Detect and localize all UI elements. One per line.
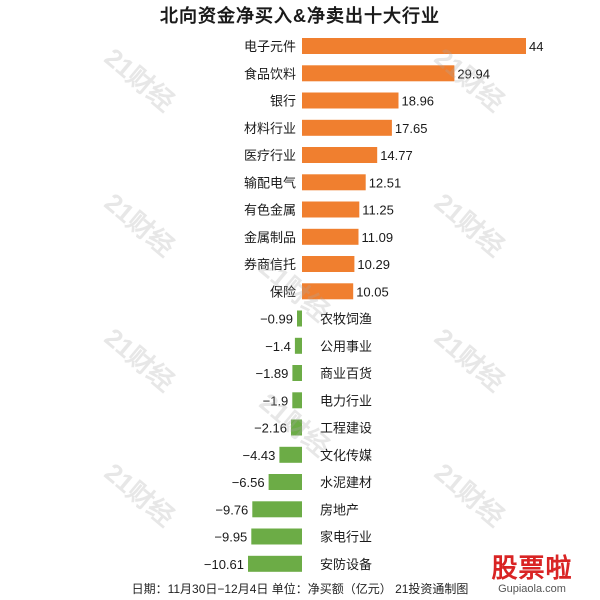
value-label-农牧饲渔: −0.99 [260, 312, 293, 327]
bar-农牧饲渔 [297, 310, 302, 327]
site-logo: 股票啦 Gupiaola.com [472, 548, 592, 595]
value-label-食品饮料: 29.94 [457, 66, 490, 81]
bar-银行 [302, 92, 399, 109]
bar-商业百货 [292, 365, 302, 381]
category-label-材料行业: 材料行业 [244, 122, 296, 137]
value-label-输配电气: 12.51 [369, 175, 402, 190]
logo-site: Gupiaola.com [498, 583, 566, 595]
bar-家电行业 [251, 528, 302, 545]
value-label-有色金属: 11.25 [362, 203, 394, 218]
bar-金属制品 [302, 228, 359, 245]
category-label-工程建设: 工程建设 [320, 422, 372, 437]
category-label-家电行业: 家电行业 [320, 530, 372, 546]
bar-电力行业 [292, 392, 302, 409]
bar-食品饮料 [302, 65, 455, 82]
chart-title: 北向资金净买入&净卖出十大行业 [160, 6, 440, 26]
value-label-医疗行业: 14.77 [380, 148, 413, 163]
bar-文化传媒 [279, 446, 302, 463]
bar-公用事业 [294, 337, 302, 354]
category-label-农牧饲渔: 农牧饲渔 [320, 313, 372, 328]
value-label-材料行业: 17.65 [395, 121, 428, 136]
bar-输配电气 [302, 174, 366, 191]
value-label-银行: 18.96 [402, 94, 435, 109]
category-label-医疗行业: 医疗行业 [244, 149, 296, 164]
category-label-文化传媒: 文化传媒 [320, 449, 372, 464]
value-label-工程建设: −2.16 [254, 421, 287, 436]
value-label-房地产: −9.76 [215, 502, 248, 517]
value-label-电子元件: 44 [529, 39, 543, 54]
value-label-安防设备: −10.61 [204, 557, 244, 572]
bar-券商信托 [302, 256, 355, 272]
value-label-金属制品: 11.09 [362, 230, 394, 245]
value-label-家电行业: −9.95 [214, 530, 247, 545]
value-label-公用事业: −1.4 [265, 339, 291, 354]
category-label-保险: 保险 [270, 285, 296, 300]
bar-安防设备 [248, 555, 302, 572]
category-label-电力行业: 电力行业 [320, 394, 372, 409]
bar-材料行业 [302, 119, 392, 136]
logo-brand: 股票啦 [491, 553, 573, 583]
bar-有色金属 [302, 201, 360, 218]
bar-工程建设 [291, 419, 302, 436]
category-label-有色金属: 有色金属 [244, 203, 296, 219]
value-label-水泥建材: −6.56 [232, 475, 265, 490]
category-label-金属制品: 金属制品 [244, 230, 296, 246]
category-label-房地产: 房地产 [320, 502, 359, 518]
bar-保险 [302, 283, 354, 300]
category-label-安防设备: 安防设备 [320, 557, 372, 573]
category-label-食品饮料: 食品饮料 [244, 66, 296, 82]
category-label-电子元件: 电子元件 [244, 40, 296, 55]
value-label-券商信托: 10.29 [357, 257, 390, 272]
value-label-文化传媒: −4.43 [242, 448, 275, 463]
category-label-公用事业: 公用事业 [320, 340, 372, 355]
bar-电子元件 [302, 38, 526, 54]
category-label-水泥建材: 水泥建材 [320, 476, 372, 491]
category-label-输配电气: 输配电气 [244, 175, 296, 191]
chart-footer-note: 日期：11月30日−12月4日 单位：净买额（亿元） 21投资通制图 [131, 582, 469, 596]
bar-水泥建材 [268, 474, 302, 490]
bar-房地产 [252, 501, 302, 518]
category-label-券商信托: 券商信托 [244, 257, 296, 273]
value-label-电力行业: −1.9 [263, 393, 289, 408]
value-label-商业百货: −1.89 [255, 366, 288, 381]
value-label-保险: 10.05 [356, 284, 389, 299]
category-label-商业百货: 商业百货 [320, 366, 372, 382]
bar-医疗行业 [302, 147, 378, 163]
category-label-银行: 银行 [270, 95, 296, 110]
